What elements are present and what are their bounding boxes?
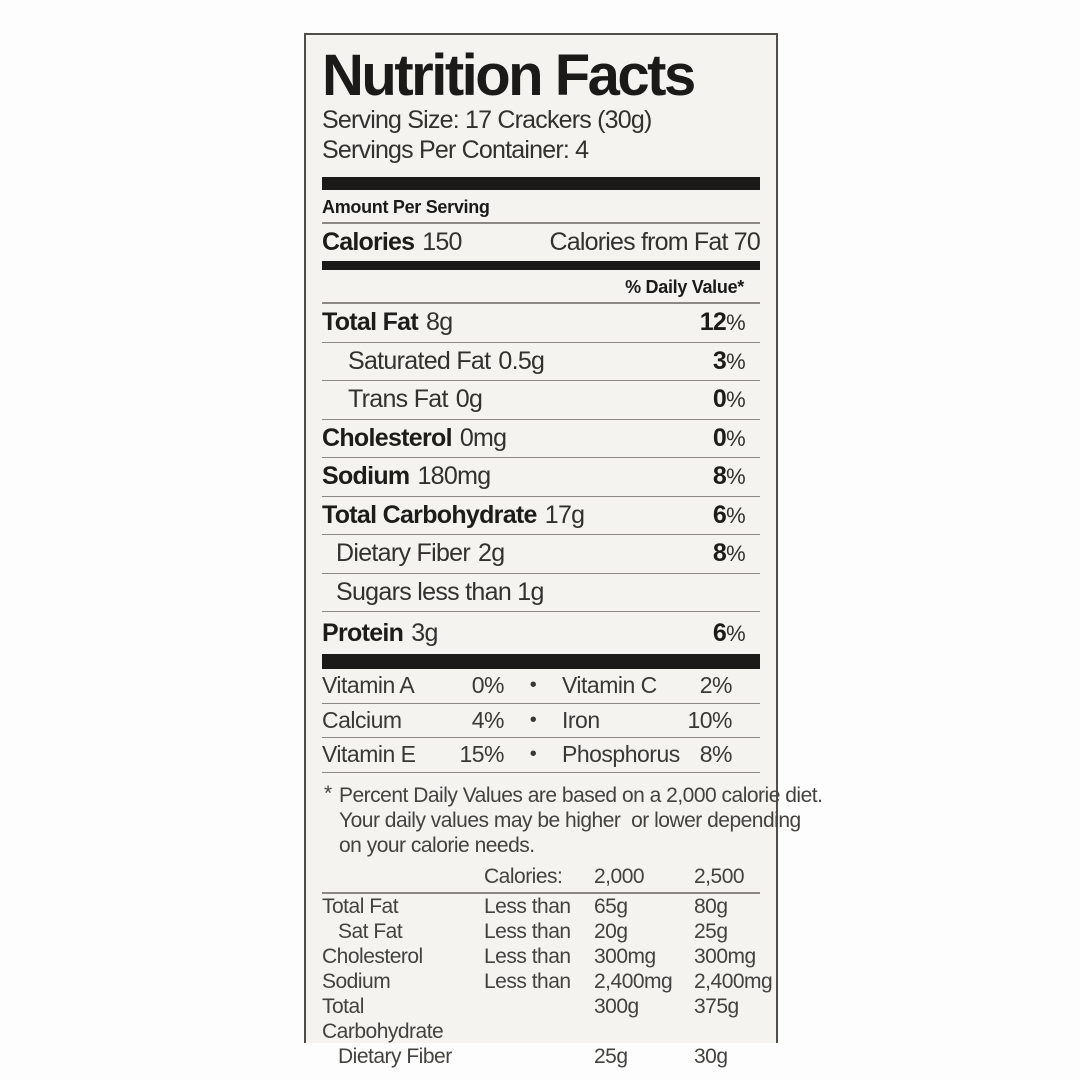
- calories-amount: Calories 150: [322, 228, 462, 256]
- nutrition-facts-label: Nutrition Facts Serving Size: 17 Cracker…: [304, 33, 823, 1068]
- bullet-separator: •: [529, 743, 537, 766]
- reference-row-dietary-fiber: Dietary Fiber 25g 30g: [338, 1044, 728, 1068]
- nutrient-row-dietary-fiber: Dietary Fiber 2g 8%: [322, 535, 760, 574]
- daily-value: 8%: [712, 539, 746, 568]
- section-divider-bar: [322, 177, 760, 190]
- daily-value-header: % Daily Value*: [625, 277, 744, 297]
- nutrient-row-total-fat: Total Fat 8g 12%: [322, 304, 760, 343]
- footnote-line: Your daily values may be higher or lower…: [339, 808, 801, 832]
- section-divider-bar: [322, 654, 760, 669]
- nutrient-name: Sodium 180mg: [322, 462, 491, 491]
- reference-row-sodium: Sodium Less than 2,400mg 2,400mg: [322, 969, 773, 993]
- reference-row-total-carbohydrate: Total Carbohydrate 300g 375g: [322, 994, 739, 1043]
- label-title: Nutrition Facts: [322, 43, 696, 108]
- hairline-divider: [322, 891, 760, 894]
- servings-per-container-text: Servings Per Container: 4: [322, 136, 589, 164]
- vitamin-e-cell: Vitamin E 15%: [322, 741, 504, 768]
- nutrient-name: Cholesterol 0mg: [322, 423, 507, 452]
- reference-values-table: Calories: 2,000 2,500 Total Fat Less tha…: [322, 862, 773, 1069]
- reference-row-cholesterol: Cholesterol Less than 300mg 300mg: [322, 944, 756, 968]
- vitamin-row: Vitamin E 15% • Phosphorus 8%: [322, 738, 760, 773]
- nutrient-name: Dietary Fiber 2g: [336, 539, 505, 568]
- nutrient-row-total-carbohydrate: Total Carbohydrate 17g 6%: [322, 497, 760, 535]
- hairline-divider: [322, 302, 760, 304]
- vitamin-c-cell: Vitamin C 2%: [562, 672, 733, 699]
- nutrient-name: Total Carbohydrate 17g: [322, 500, 585, 529]
- hairline-divider: [322, 222, 760, 224]
- nutrient-name: Protein 3g: [322, 618, 438, 647]
- vitamin-a-cell: Vitamin A 0%: [322, 672, 505, 699]
- daily-value: 3%: [712, 346, 746, 375]
- amount-per-serving-heading: Amount Per Serving: [322, 197, 490, 217]
- daily-value: 8%: [712, 462, 746, 491]
- vitamin-row: Vitamin A 0% • Vitamin C 2%: [322, 669, 760, 704]
- calories-from-fat: Calories from Fat 70: [549, 228, 761, 256]
- asterisk-marker: *: [324, 781, 332, 805]
- daily-value: 6%: [712, 618, 746, 647]
- footnote-line: Percent Daily Values are based on a 2,00…: [339, 783, 823, 807]
- daily-value: 12%: [699, 308, 746, 337]
- calories-column-label: Calories:: [484, 864, 563, 888]
- footnote-line: on your calorie needs.: [339, 833, 535, 857]
- nutrient-name: Saturated Fat 0.5g: [348, 346, 545, 375]
- nutrient-row-sodium: Sodium 180mg 8%: [322, 458, 760, 497]
- serving-size-text: Serving Size: 17 Crackers (30g): [322, 106, 652, 134]
- iron-cell: Iron 10%: [562, 706, 732, 733]
- nutrient-name: Trans Fat 0g: [348, 385, 483, 414]
- nutrient-name: Sugars less than 1g: [336, 577, 544, 606]
- daily-value: 0%: [712, 385, 746, 414]
- daily-values-footnote: * Percent Daily Values are based on a 2,…: [322, 773, 823, 862]
- nutrient-name: Total Fat 8g: [322, 308, 453, 337]
- reference-row-sat-fat: Sat Fat Less than 20g 25g: [338, 919, 728, 943]
- nutrient-row-protein: Protein 3g 6%: [322, 612, 760, 654]
- column-2000: 2,000: [594, 864, 645, 888]
- bullet-separator: •: [529, 708, 537, 731]
- phosphorus-cell: Phosphorus 8%: [562, 741, 733, 768]
- daily-value: 6%: [712, 500, 746, 529]
- bullet-separator: •: [529, 674, 537, 697]
- daily-value: 0%: [712, 423, 746, 452]
- section-divider-bar: [322, 261, 760, 270]
- column-2500: 2,500: [694, 864, 745, 888]
- vitamin-row: Calcium 4% • Iron 10%: [322, 704, 760, 738]
- calcium-cell: Calcium 4%: [322, 706, 505, 733]
- reference-row-total-fat: Total Fat Less than 65g 80g: [322, 894, 728, 918]
- nutrient-row-trans-fat: Trans Fat 0g 0%: [322, 381, 760, 420]
- nutrient-row-cholesterol: Cholesterol 0mg 0%: [322, 420, 760, 458]
- reference-table-header: Calories: 2,000 2,500: [322, 862, 760, 892]
- nutrient-row-saturated-fat: Saturated Fat 0.5g 3%: [322, 343, 760, 381]
- calories-row: Calories 150 Calories from Fat 70: [322, 224, 761, 261]
- nutrient-row-sugars: Sugars less than 1g: [322, 574, 760, 612]
